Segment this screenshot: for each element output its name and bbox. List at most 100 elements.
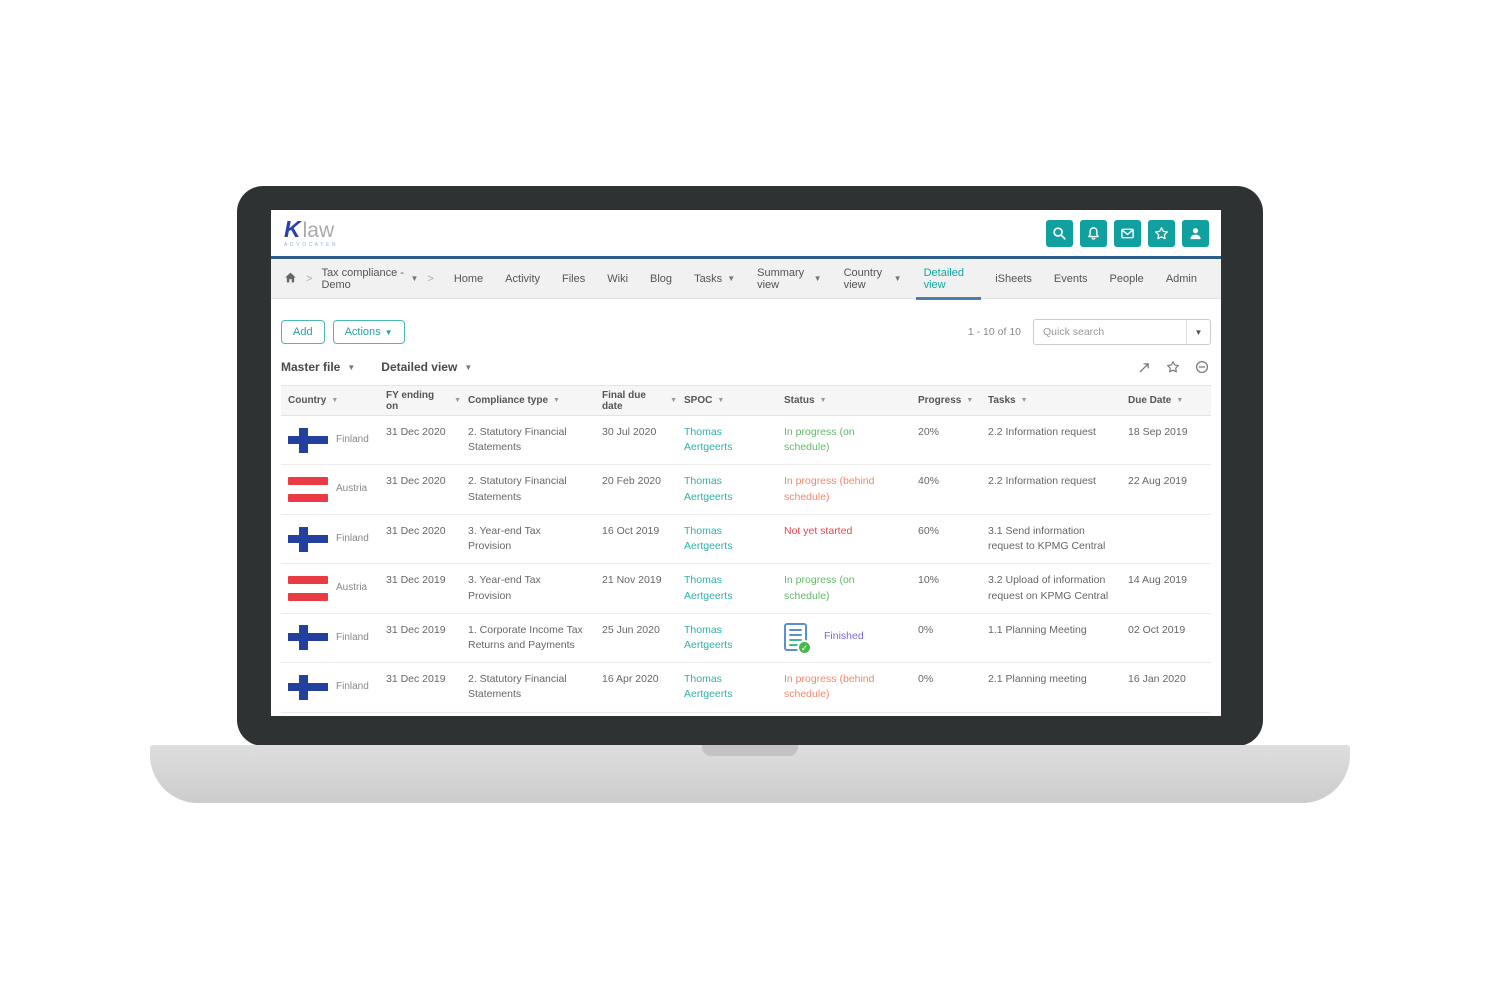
finland-flag-icon xyxy=(288,625,328,651)
laptop-screen-bezel: Klaw advocaten xyxy=(237,186,1263,746)
favorites-button[interactable] xyxy=(1148,219,1175,247)
table-row[interactable]: Austria 31 Dec 2020 2. Statutory Financi… xyxy=(281,465,1211,515)
col-header-fy-ending-on[interactable]: FY ending on ▼ xyxy=(386,389,461,412)
tab-admin[interactable]: Admin xyxy=(1165,272,1197,285)
spoc-link[interactable]: Thomas Aertgeerts xyxy=(684,673,733,701)
logo-tagline: advocaten xyxy=(284,242,339,248)
laptop-base-notch xyxy=(702,745,798,756)
spoc-link[interactable]: Thomas Aertgeerts xyxy=(684,574,733,602)
final-due-date-cell: 20 Feb 2020 xyxy=(602,475,661,488)
toolbar-right: 1 - 10 of 10 ▼ xyxy=(968,319,1211,345)
compliance-type-cell: 1. Corporate Income Tax Returns and Paym… xyxy=(468,623,583,651)
progress-cell: 0% xyxy=(918,673,934,686)
tab-tasks[interactable]: Tasks ▼ xyxy=(694,272,736,285)
sort-icon: ▼ xyxy=(331,397,339,404)
due-date-cell: 18 Sep 2019 xyxy=(1128,426,1188,438)
final-due-date-cell: 21 Nov 2019 xyxy=(602,574,662,587)
tab-activity[interactable]: Activity xyxy=(505,272,541,285)
content-area: Add Actions▼ 1 - 10 of 10 ▼ Master xyxy=(271,299,1221,713)
spoc-link[interactable]: Thomas Aertgeerts xyxy=(684,623,733,651)
table-row[interactable]: Finland 31 Dec 2019 1. Corporate Income … xyxy=(281,614,1211,664)
due-date-cell: 14 Aug 2019 xyxy=(1128,574,1187,587)
tab-summary-view[interactable]: Summary view ▼ xyxy=(757,266,822,291)
table-row[interactable]: Finland 31 Dec 2020 3. Year-end Tax Prov… xyxy=(281,515,1211,565)
quick-search-input[interactable] xyxy=(1034,320,1186,344)
search-button[interactable] xyxy=(1046,219,1073,247)
chevron-down-icon: ▼ xyxy=(347,362,356,372)
sort-icon: ▼ xyxy=(553,397,560,404)
minus-circle-icon[interactable] xyxy=(1195,360,1209,374)
tasks-cell: 2.2 Information request xyxy=(988,426,1096,438)
sort-icon: ▼ xyxy=(1020,397,1028,404)
detailed-view-picker[interactable]: Detailed view ▼ xyxy=(381,360,473,374)
chevron-down-icon: ▼ xyxy=(727,274,736,283)
progress-cell: 10% xyxy=(918,574,940,587)
main-navbar: > Tax compliance - Demo ▼ > Home Activit… xyxy=(271,259,1221,300)
breadcrumb-project[interactable]: Tax compliance - Demo ▼ xyxy=(321,267,418,291)
laptop-base xyxy=(150,745,1350,803)
tab-files[interactable]: Files xyxy=(562,272,586,285)
chevron-down-icon: ▼ xyxy=(1194,327,1203,337)
toolbar: Add Actions▼ 1 - 10 of 10 ▼ xyxy=(281,319,1211,345)
actions-button[interactable]: Actions ▼ xyxy=(332,320,405,344)
table-row[interactable]: Finland 31 Dec 2019 2. Statutory Financi… xyxy=(281,663,1211,713)
klaw-logo: Klaw advocaten xyxy=(284,218,338,248)
home-breadcrumb[interactable] xyxy=(284,271,297,287)
mail-icon xyxy=(1120,226,1135,241)
search-icon xyxy=(1052,226,1067,241)
col-header-tasks[interactable]: Tasks ▼ xyxy=(988,395,1028,406)
breadcrumb-chevron-icon: > xyxy=(427,272,434,285)
status-cell: ✓ Finished xyxy=(777,622,911,655)
header-divider xyxy=(271,256,1221,259)
fy-ending-on-cell: 31 Dec 2020 xyxy=(386,475,446,488)
star-icon[interactable] xyxy=(1166,360,1180,374)
master-file-picker[interactable]: Master file ▼ xyxy=(281,360,356,374)
logo-k: K xyxy=(284,216,301,242)
chevron-down-icon: ▼ xyxy=(410,274,419,283)
result-count: 1 - 10 of 10 xyxy=(967,326,1021,338)
compliance-type-cell: 3. Year-end Tax Provision xyxy=(468,524,541,553)
col-header-spoc[interactable]: SPOC ▼ xyxy=(684,395,725,406)
search-options-button[interactable]: ▼ xyxy=(1186,320,1210,344)
progress-cell: 40% xyxy=(918,475,940,488)
notifications-button[interactable] xyxy=(1080,219,1107,247)
tab-country-view[interactable]: Country view ▼ xyxy=(843,266,902,291)
compliance-type-cell: 2. Statutory Financial Statements xyxy=(468,426,567,454)
col-header-due-date[interactable]: Due Date ▼ xyxy=(1128,395,1184,406)
tab-isheets[interactable]: iSheets xyxy=(995,272,1032,285)
sort-icon: ▼ xyxy=(670,397,677,404)
messages-button[interactable] xyxy=(1114,219,1141,247)
status-cell: In progress (behind schedule) xyxy=(784,475,875,503)
col-header-status[interactable]: Status ▼ xyxy=(784,395,827,406)
table-row[interactable]: Austria 31 Dec 2019 3. Year-end Tax Prov… xyxy=(281,564,1211,614)
compliance-table: Country ▼ FY ending on ▼ Compliance type ▼ … xyxy=(281,385,1211,713)
profile-button[interactable] xyxy=(1182,219,1209,247)
home-icon xyxy=(284,271,297,287)
status-cell: In progress (on schedule) xyxy=(784,574,855,602)
tab-detailed-view[interactable]: Detailed view xyxy=(913,259,985,300)
tab-wiki[interactable]: Wiki xyxy=(607,272,629,285)
fy-ending-on-cell: 31 Dec 2020 xyxy=(386,426,446,438)
tab-home[interactable]: Home xyxy=(453,272,484,285)
spoc-link[interactable]: Thomas Aertgeerts xyxy=(684,426,733,454)
tab-events[interactable]: Events xyxy=(1053,272,1088,285)
breadcrumb-chevron-icon: > xyxy=(306,272,313,285)
spoc-link[interactable]: Thomas Aertgeerts xyxy=(684,475,733,503)
col-header-compliance-type[interactable]: Compliance type ▼ xyxy=(468,395,560,406)
tab-people[interactable]: People xyxy=(1109,272,1144,285)
tab-blog[interactable]: Blog xyxy=(650,272,673,285)
col-header-country[interactable]: Country ▼ xyxy=(288,395,339,406)
col-header-final-due-date[interactable]: Final due date ▼ xyxy=(602,389,677,412)
bell-icon xyxy=(1086,226,1101,241)
tasks-cell: 1.1 Planning Meeting xyxy=(988,623,1087,636)
fy-ending-on-cell: 31 Dec 2019 xyxy=(386,623,446,636)
expand-icon[interactable] xyxy=(1138,361,1151,374)
spoc-link[interactable]: Thomas Aertgeerts xyxy=(684,524,733,553)
table-row[interactable]: Finland 31 Dec 2020 2. Statutory Financi… xyxy=(281,416,1211,466)
table-tools xyxy=(1138,360,1211,374)
austria-flag-icon xyxy=(288,477,328,503)
add-button[interactable]: Add xyxy=(281,320,325,344)
check-badge-icon: ✓ xyxy=(797,639,812,655)
col-header-progress[interactable]: Progress ▼ xyxy=(918,395,974,406)
